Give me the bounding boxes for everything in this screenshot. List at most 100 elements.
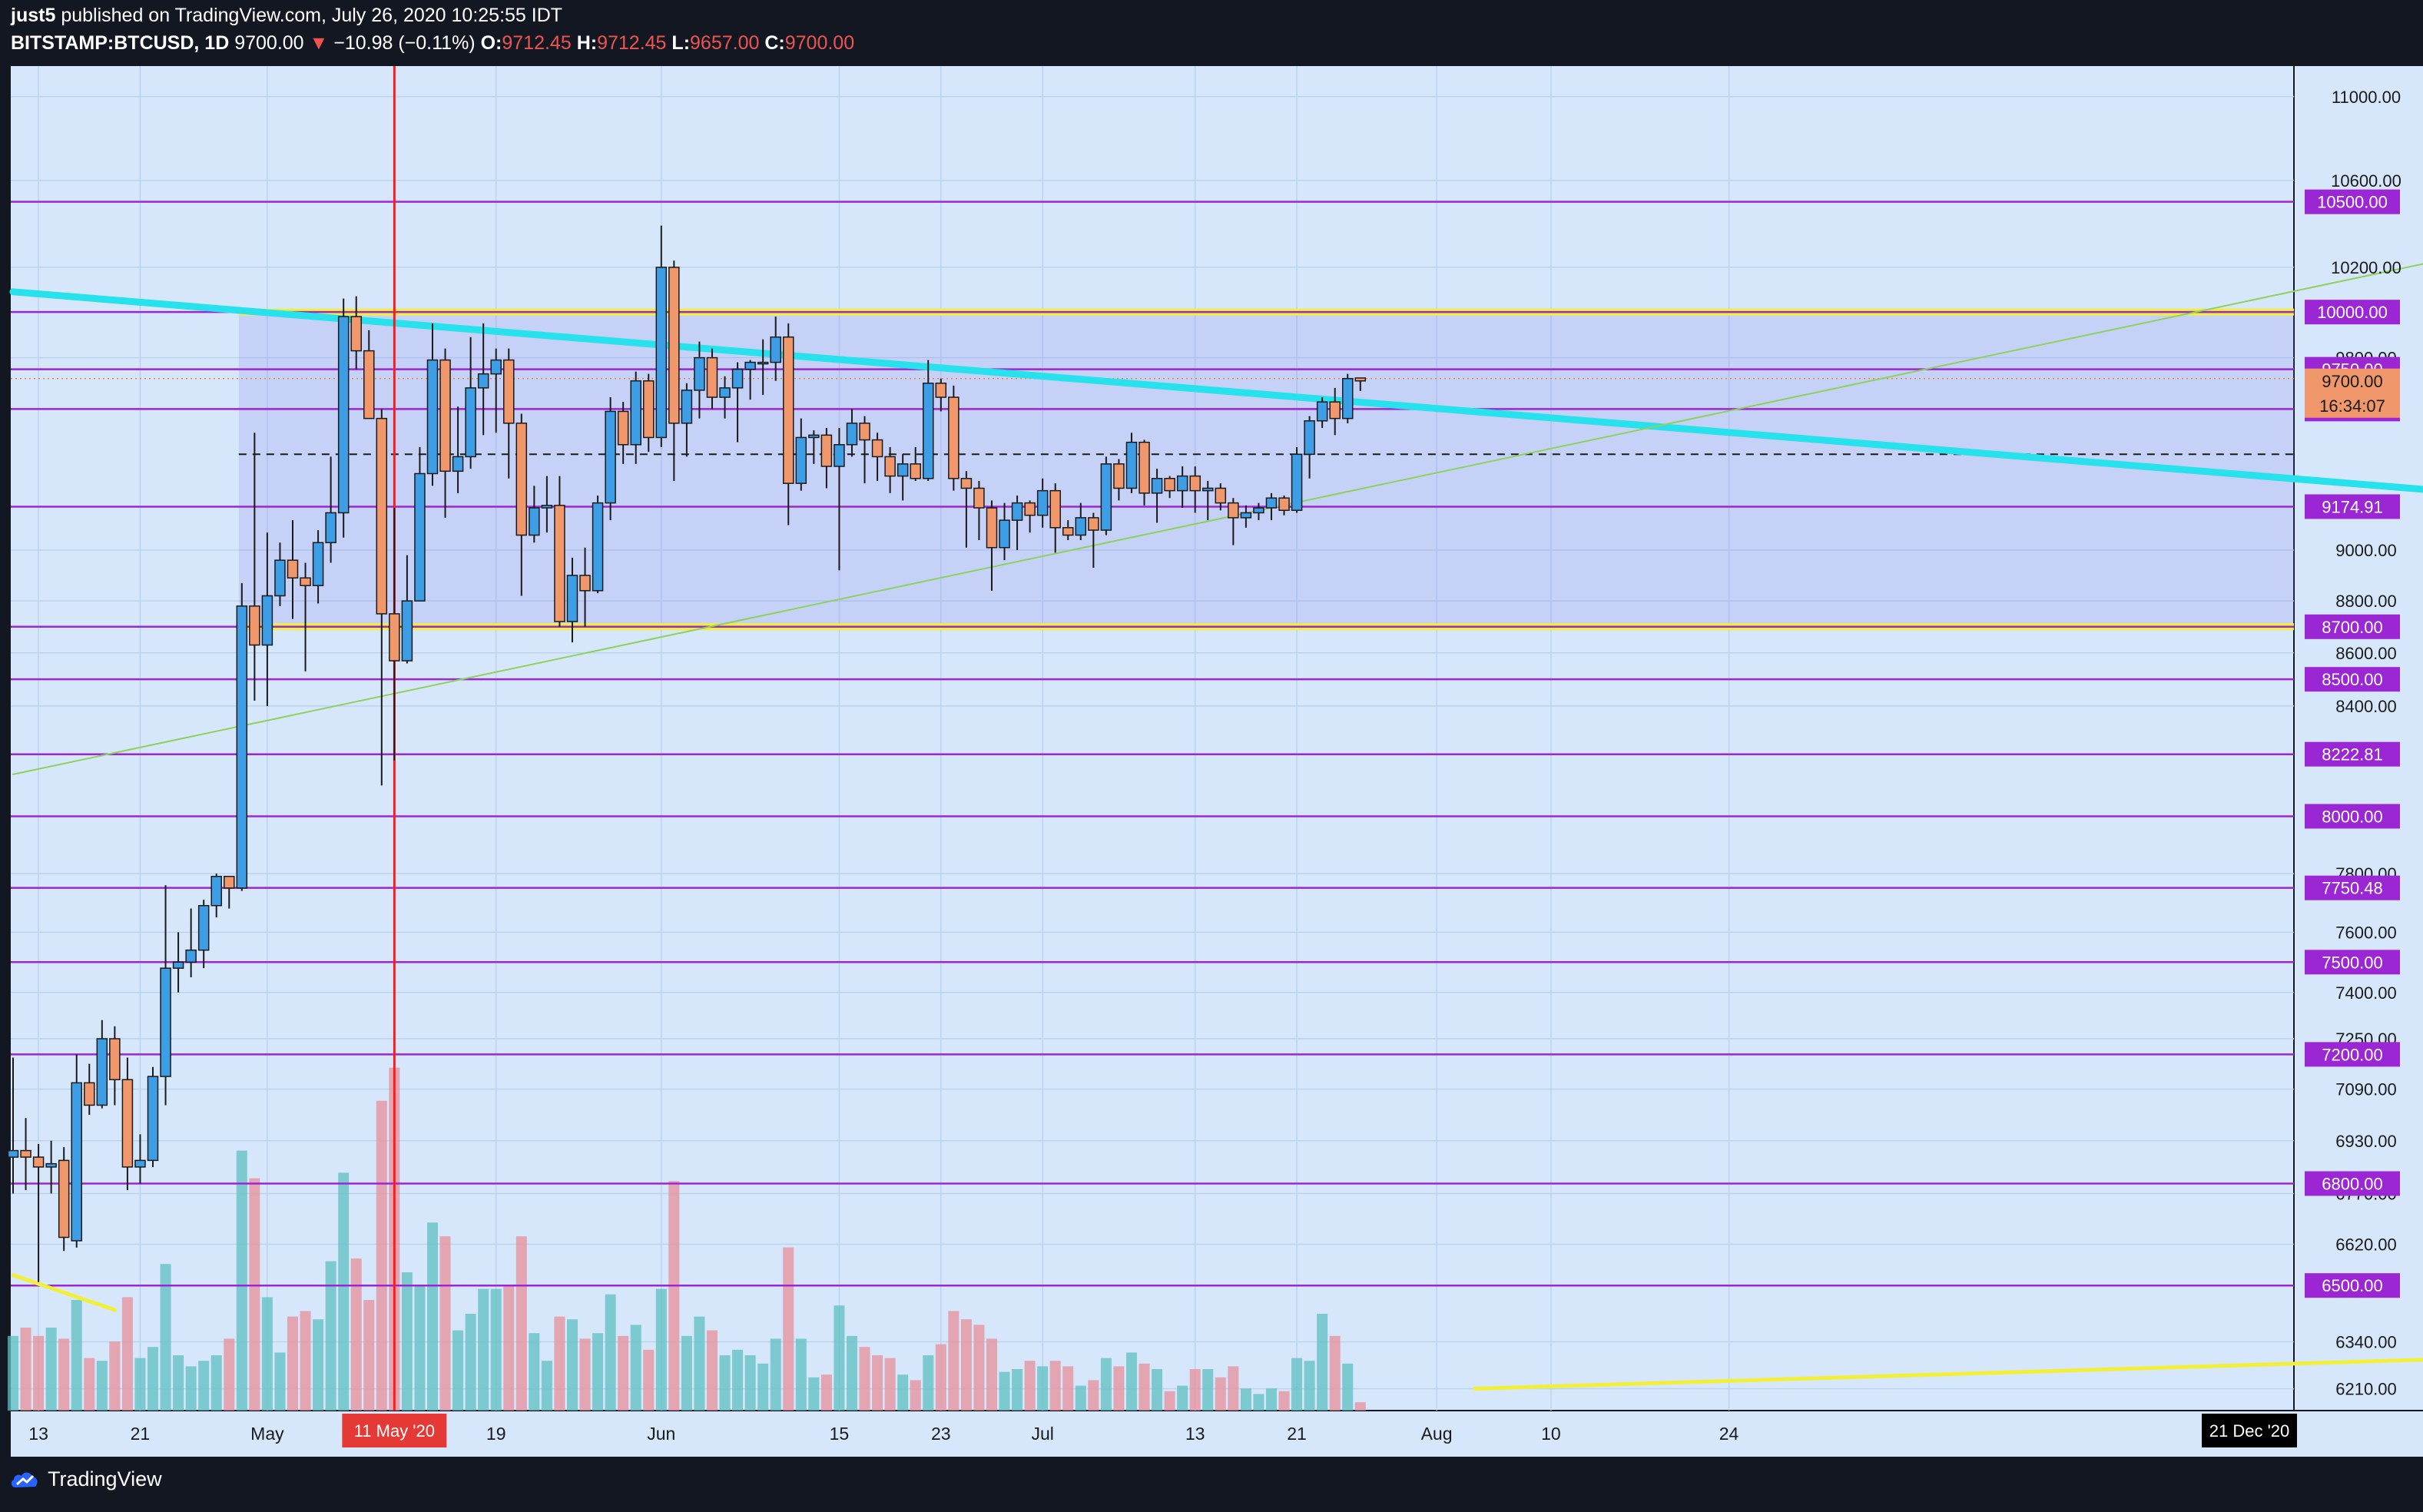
candle-body[interactable] [96, 1038, 108, 1106]
candle-body[interactable] [808, 434, 820, 439]
trendline-yellow-lower[interactable] [11, 1273, 117, 1312]
candle-body[interactable] [185, 949, 197, 963]
candle-body[interactable] [694, 356, 705, 391]
candle-body[interactable] [249, 605, 260, 646]
candle-body[interactable] [172, 961, 184, 969]
symbol-name[interactable]: BITSTAMP:BTCUSD, 1D [11, 32, 230, 54]
candle-body[interactable] [744, 361, 756, 370]
candle-body[interactable] [884, 456, 896, 477]
candle-body[interactable] [1062, 527, 1074, 536]
candle-body[interactable] [1341, 377, 1354, 419]
candle-body[interactable] [515, 423, 528, 536]
candle-body[interactable] [960, 478, 973, 489]
candle-body[interactable] [1354, 377, 1367, 382]
candle-body[interactable] [121, 1079, 134, 1168]
candle-body[interactable] [376, 417, 388, 615]
candle-body[interactable] [529, 507, 540, 536]
candle-body[interactable] [1202, 487, 1214, 492]
candle-body[interactable] [1125, 441, 1138, 489]
candle-body[interactable] [655, 267, 668, 439]
candle-body[interactable] [1075, 517, 1087, 536]
candle-body[interactable] [1164, 478, 1175, 492]
candle-body[interactable] [414, 472, 426, 602]
candle-body[interactable] [592, 502, 604, 592]
candle-body[interactable] [782, 336, 794, 484]
candle-body[interactable] [846, 423, 858, 446]
candle-body[interactable] [337, 316, 350, 514]
candle-body[interactable] [605, 410, 616, 504]
candle-body[interactable] [224, 875, 235, 889]
trendline-cyan[interactable] [9, 288, 2423, 556]
candle-body[interactable] [1036, 489, 1049, 516]
candle-body[interactable] [261, 595, 273, 646]
candle-body[interactable] [32, 1156, 45, 1168]
candle-body[interactable] [236, 605, 248, 889]
candle-body[interactable] [986, 507, 998, 549]
candle-body[interactable] [706, 356, 718, 398]
candle-body[interactable] [1278, 497, 1290, 511]
candle-body[interactable] [1176, 475, 1188, 492]
candle-body[interactable] [401, 600, 413, 662]
candle-body[interactable] [160, 967, 171, 1077]
candle-body[interactable] [719, 387, 731, 398]
candle-body[interactable] [859, 423, 870, 441]
candle-body[interactable] [1100, 463, 1112, 531]
candle-body[interactable] [910, 463, 921, 479]
candle-body[interactable] [617, 410, 629, 446]
candle-body[interactable] [1151, 478, 1163, 494]
candle-body[interactable] [452, 456, 464, 472]
candle-body[interactable] [490, 359, 502, 375]
candle-body[interactable] [71, 1082, 82, 1242]
candle-body[interactable] [312, 542, 324, 586]
candle-body[interactable] [1329, 401, 1341, 419]
candle-body[interactable] [1113, 463, 1125, 489]
candle-body[interactable] [668, 267, 680, 424]
candle-body[interactable] [770, 336, 781, 363]
candle-body[interactable] [1049, 489, 1061, 529]
candle-body[interactable] [45, 1162, 57, 1168]
trendline-yellow-upper[interactable] [1473, 1335, 2423, 1391]
candle-body[interactable] [1316, 401, 1328, 422]
candle-body[interactable] [426, 359, 439, 475]
candle-body[interactable] [757, 361, 769, 365]
candle-body[interactable] [820, 434, 833, 467]
candle-body[interactable] [1024, 502, 1036, 516]
candle-body[interactable] [1240, 512, 1252, 519]
trendline-green[interactable] [12, 91, 2423, 775]
author-name[interactable]: just5 [11, 5, 56, 26]
candle-body[interactable] [197, 904, 210, 951]
candle-body[interactable] [973, 487, 985, 509]
candle-body[interactable] [325, 512, 336, 544]
candle-body[interactable] [1139, 441, 1150, 494]
candle-body[interactable] [147, 1076, 159, 1162]
candle-body[interactable] [1253, 507, 1265, 514]
candle-body[interactable] [935, 383, 947, 398]
candle-body[interactable] [389, 613, 400, 662]
tradingview-logo[interactable]: TradingView [9, 1467, 162, 1491]
candle-body[interactable] [731, 368, 744, 389]
candle-body[interactable] [541, 505, 553, 509]
candle-body[interactable] [363, 350, 375, 419]
candle-body[interactable] [834, 444, 845, 467]
candle-body[interactable] [287, 559, 299, 579]
candle-body[interactable] [7, 1149, 19, 1158]
candle-body[interactable] [350, 316, 362, 352]
candle-body[interactable] [58, 1159, 70, 1238]
candle-body[interactable] [795, 436, 807, 484]
candle-body[interactable] [477, 373, 489, 389]
candle-body[interactable] [922, 383, 934, 479]
range-zone[interactable] [238, 312, 2294, 627]
candle-body[interactable] [300, 577, 311, 586]
candle-body[interactable] [948, 396, 960, 479]
candle-body[interactable] [1265, 497, 1278, 509]
candle-body[interactable] [999, 519, 1010, 549]
candle-body[interactable] [643, 380, 655, 439]
candle-body[interactable] [465, 387, 476, 458]
candle-body[interactable] [503, 359, 515, 424]
candle-body[interactable] [1215, 487, 1227, 504]
candle-body[interactable] [439, 359, 451, 472]
candle-body[interactable] [84, 1082, 95, 1106]
candle-body[interactable] [579, 575, 591, 592]
candle-body[interactable] [566, 575, 578, 622]
candle-body[interactable] [1304, 420, 1315, 456]
